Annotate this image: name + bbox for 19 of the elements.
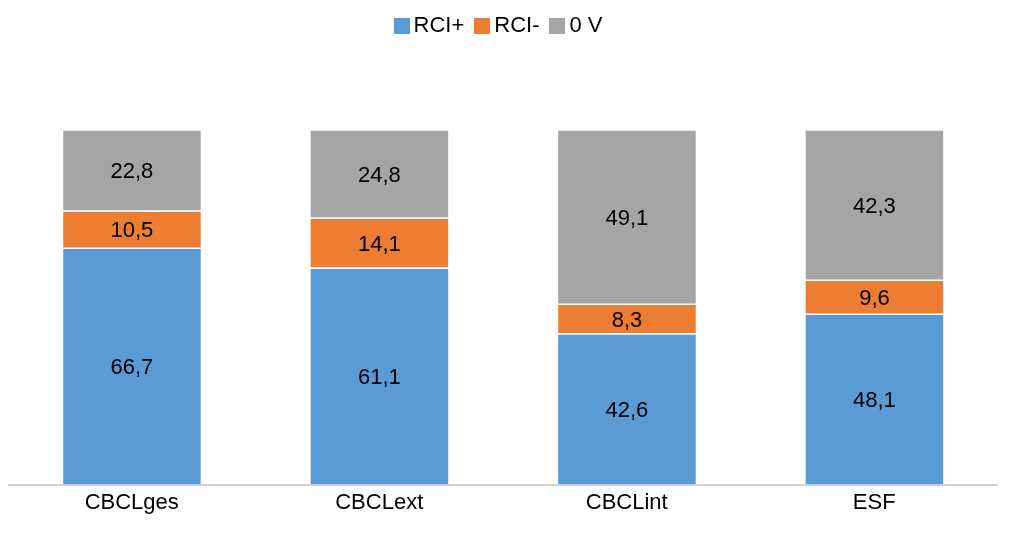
data-label: 42,3 [853, 192, 896, 218]
legend-label: 0 V [569, 12, 603, 37]
data-label: 14,1 [358, 230, 401, 256]
x-tick-label: CBCLint [585, 488, 668, 514]
x-tick-label: CBCLext [335, 488, 424, 514]
legend-label: RCI- [494, 12, 540, 37]
data-label: 61,1 [358, 364, 401, 390]
data-label: 8,3 [611, 306, 643, 332]
x-tick-label: CBCLges [84, 488, 179, 514]
x-tick-label: ESF [852, 488, 896, 514]
data-label: 9,6 [859, 285, 890, 311]
data-label: 10,5 [110, 217, 154, 243]
data-label: 66,7 [110, 354, 154, 380]
data-label: 42,6 [605, 397, 649, 423]
data-label: 22,8 [110, 158, 154, 184]
data-label: 48,1 [853, 387, 896, 413]
data-label: 24,8 [358, 161, 401, 187]
legend-label: RCI+ [413, 12, 465, 37]
data-label: 49,1 [605, 204, 649, 230]
